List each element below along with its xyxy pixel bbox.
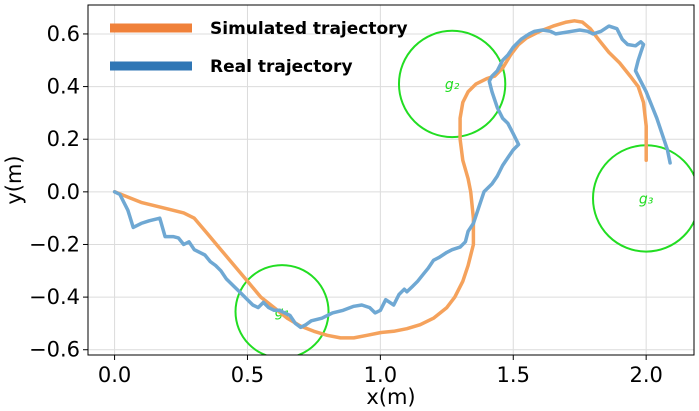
- x-tick-label: 1.5: [497, 363, 530, 387]
- legend-label-real: Real trajectory: [210, 57, 353, 77]
- x-tick-label: 1.0: [364, 363, 397, 387]
- x-tick-label: 2.0: [629, 363, 662, 387]
- y-tick-label: 0.0: [47, 180, 80, 204]
- goal-label-2: g₂: [445, 77, 460, 93]
- y-tick-label: −0.6: [29, 338, 80, 362]
- y-tick-label: 0.4: [47, 75, 80, 99]
- plot-frame: [87, 4, 695, 356]
- y-axis-ticks: 0.6 0.4 0.2 0.0 −0.2 −0.4 −0.6: [29, 22, 88, 362]
- grid: [88, 5, 694, 355]
- legend: Simulated trajectory Real trajectory: [110, 19, 408, 77]
- y-tick-label: 0.2: [47, 127, 80, 151]
- real-trajectory-line: [112, 24, 672, 330]
- series: [112, 19, 672, 340]
- goal-circle-1: [234, 264, 330, 355]
- y-tick-label: 0.6: [47, 22, 80, 46]
- x-axis-label: x(m): [366, 385, 415, 409]
- x-tick-label: 0.0: [98, 363, 131, 387]
- x-tick-label: 0.5: [231, 363, 264, 387]
- goal-label-3: g₃: [639, 191, 654, 207]
- goal-circle-2: [397, 29, 507, 139]
- y-tick-label: −0.4: [29, 285, 80, 309]
- y-tick-label: −0.2: [29, 232, 80, 256]
- legend-label-simulated: Simulated trajectory: [210, 19, 408, 39]
- y-axis-label: y(m): [2, 155, 26, 204]
- x-axis-ticks: 0.0 0.5 1.0 1.5 2.0: [98, 355, 663, 387]
